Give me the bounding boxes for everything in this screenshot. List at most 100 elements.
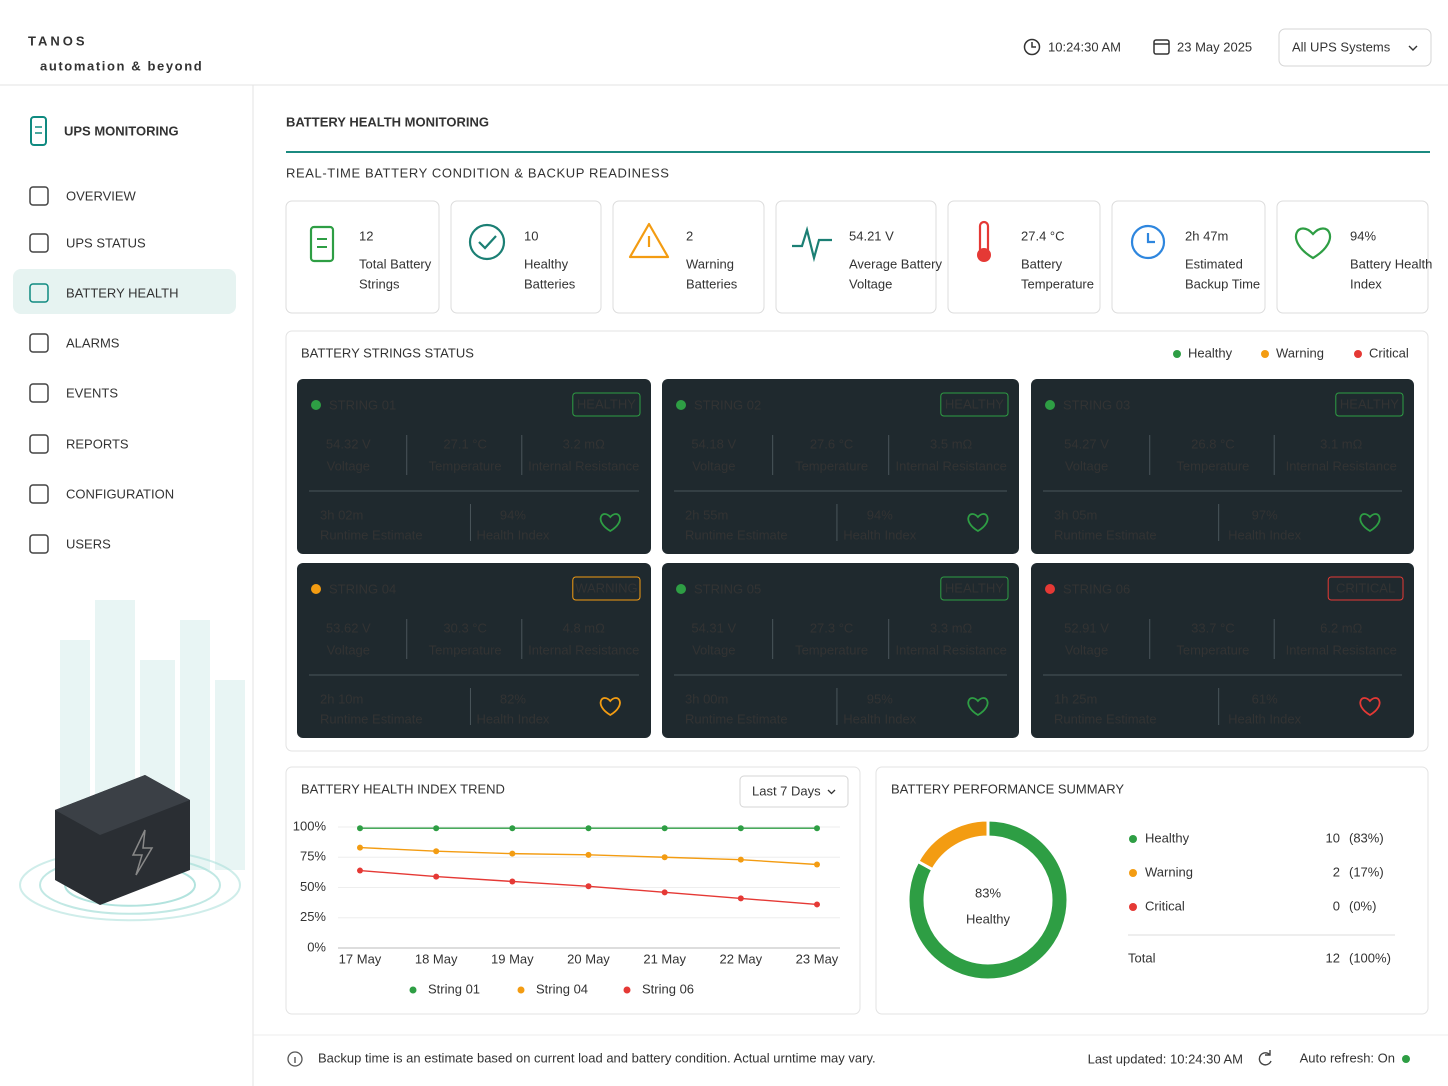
nav-label[interactable]: REPORTS	[66, 436, 129, 451]
dropdown-text[interactable]: Last 7 Days	[752, 783, 821, 798]
status-badge-text: HEALTHY	[1340, 396, 1399, 411]
legend-dot	[1129, 903, 1137, 911]
string-name: STRING 06	[1063, 581, 1130, 596]
refresh-button[interactable]	[1258, 1050, 1272, 1066]
nav-item[interactable]: BATTERY HEALTH	[13, 269, 236, 314]
info-icon	[287, 1051, 303, 1067]
nav-icon[interactable]	[29, 186, 49, 206]
nav-item[interactable]: EVENTS	[29, 383, 118, 403]
nav-label[interactable]: UPS STATUS	[66, 235, 146, 250]
nav-label[interactable]: ALARMS	[66, 335, 120, 350]
string-card[interactable]: STRING 02 HEALTHY 54.18 V Voltage 27.6 °C Tem…	[662, 379, 1019, 554]
metric-label: Voltage	[327, 642, 370, 657]
nav-item[interactable]: REPORTS	[29, 434, 129, 454]
nav-icon[interactable]	[29, 233, 49, 253]
panel-title: BATTERY STRINGS STATUS	[301, 345, 474, 360]
x-tick-label: 22 May	[720, 951, 763, 966]
status-badge-text: CRITICAL	[1336, 580, 1395, 595]
kpi-label: Average Battery	[849, 256, 942, 271]
series-point	[737, 856, 744, 863]
series-point	[737, 895, 744, 902]
status-dot	[676, 584, 686, 594]
string-card-bg[interactable]	[297, 379, 651, 554]
nav-item[interactable]: UPS STATUS	[29, 233, 146, 253]
nav-icon[interactable]	[29, 283, 49, 303]
string-card[interactable]: STRING 01 HEALTHY 54.32 V Voltage 27.1 °C Tem…	[297, 379, 651, 554]
series-point	[357, 825, 363, 832]
nav-icon[interactable]	[29, 434, 49, 454]
kpi-icon	[309, 225, 335, 263]
select-chevron[interactable]	[1408, 45, 1418, 51]
nav-label[interactable]: OVERVIEW	[66, 188, 137, 203]
series-point	[814, 825, 820, 832]
kpi-label: Battery	[1021, 256, 1063, 271]
string-card[interactable]: STRING 06 CRITICAL 52.91 V Voltage 33.7 °C Te…	[1031, 563, 1414, 738]
health-value: 97%	[1252, 507, 1278, 522]
nav-item[interactable]: OVERVIEW	[29, 186, 137, 206]
refresh-icon[interactable]	[1258, 1050, 1272, 1066]
runtime-label: Runtime Estimate	[320, 527, 423, 542]
nav-label[interactable]: BATTERY HEALTH	[66, 285, 178, 300]
kpi-icon	[628, 222, 670, 259]
health-label: Health Index	[476, 527, 549, 542]
system-select[interactable]: All UPS Systems	[1278, 28, 1432, 67]
kpi-card	[1111, 200, 1266, 314]
string-card[interactable]: STRING 04 WARNING 53.62 V Voltage 30.3 °C Tem…	[297, 563, 651, 738]
runtime-label: Runtime Estimate	[685, 711, 788, 726]
nav-label[interactable]: EVENTS	[66, 385, 118, 400]
kpi-card	[947, 200, 1101, 314]
summary-panel	[875, 766, 1429, 1015]
runtime-label: Runtime Estimate	[685, 527, 788, 542]
health-value: 82%	[500, 691, 526, 706]
nav-label[interactable]: CONFIGURATION	[66, 486, 174, 501]
kpi-label: Battery Health	[1350, 256, 1432, 271]
nav-item[interactable]: CONFIGURATION	[29, 484, 174, 504]
range-dropdown[interactable]: Last 7 Days	[739, 775, 849, 808]
kpi-label: Total Battery	[359, 256, 432, 271]
metric-value: 27.1 °C	[443, 436, 487, 451]
string-card[interactable]: STRING 05 HEALTHY 54.31 V Voltage 27.3 °C Tem…	[662, 563, 1019, 738]
metric-value: 54.18 V	[691, 436, 736, 451]
nav-icon[interactable]	[29, 333, 49, 353]
dropdown-chevron[interactable]	[827, 789, 836, 795]
nav-icon[interactable]	[29, 383, 49, 403]
nav-icon[interactable]	[29, 534, 49, 554]
string-card-bg[interactable]	[1031, 379, 1414, 554]
kpi-label: Warning	[686, 256, 734, 271]
series-point	[433, 825, 440, 832]
legend-label: String 01	[428, 981, 480, 996]
status-dot	[311, 400, 321, 410]
kpi-icon-hands	[1146, 233, 1155, 244]
last-updated: Last updated: 10:24:30 AM	[1088, 1051, 1243, 1066]
metric-label: Temperature	[429, 458, 502, 473]
nav-label[interactable]: USERS	[66, 536, 111, 551]
string-card-bg[interactable]	[662, 563, 1019, 738]
status-badge-text: HEALTHY	[945, 580, 1004, 595]
kpi-icon	[1130, 224, 1166, 260]
kpi-value: 94%	[1350, 228, 1376, 243]
health-heart	[599, 513, 621, 533]
illustration-building	[215, 680, 245, 870]
dropdown-box[interactable]	[739, 775, 849, 808]
summary-total-share: (100%)	[1349, 950, 1391, 965]
nav-active-bg[interactable]	[13, 269, 236, 314]
string-card-bg[interactable]	[662, 379, 1019, 554]
select-text[interactable]: All UPS Systems	[1292, 39, 1391, 54]
health-label: Health Index	[1228, 711, 1301, 726]
metric-label: Internal Resistance	[896, 458, 1007, 473]
nav-item[interactable]: USERS	[29, 534, 111, 554]
nav-icon[interactable]	[29, 484, 49, 504]
string-card[interactable]: STRING 03 HEALTHY 54.27 V Voltage 26.8 °C Tem…	[1031, 379, 1414, 554]
kpi-label: Backup Time	[1185, 276, 1260, 291]
select-box[interactable]	[1278, 28, 1432, 67]
metric-value: 3.5 mΩ	[930, 436, 973, 451]
nav-item[interactable]: ALARMS	[29, 333, 120, 353]
summary-label: Healthy	[1145, 830, 1190, 845]
health-label: Health Index	[1228, 527, 1301, 542]
health-heart	[1359, 513, 1381, 533]
string-card-bg[interactable]	[1031, 563, 1414, 738]
string-card-bg[interactable]	[297, 563, 651, 738]
summary-label: Warning	[1145, 864, 1193, 879]
illustration-battery-top	[55, 775, 190, 835]
